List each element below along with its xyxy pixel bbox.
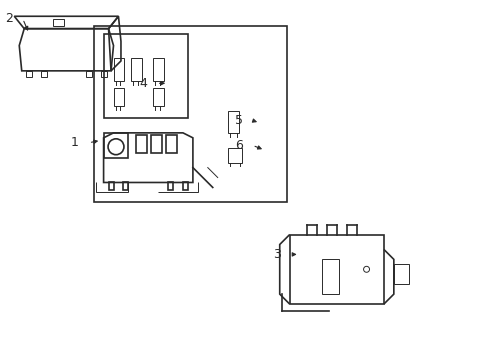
Bar bbox=[168, 183, 173, 190]
Text: 5: 5 bbox=[234, 114, 242, 127]
Bar bbox=[108, 183, 113, 190]
Bar bbox=[94, 26, 286, 202]
Text: 3: 3 bbox=[272, 248, 280, 261]
Bar bbox=[150, 135, 162, 153]
Text: 4: 4 bbox=[139, 77, 146, 90]
Bar bbox=[113, 58, 124, 81]
Bar bbox=[183, 183, 187, 190]
Bar bbox=[41, 71, 47, 77]
Bar bbox=[26, 71, 32, 77]
Bar bbox=[153, 58, 164, 81]
Bar bbox=[136, 135, 146, 153]
Bar bbox=[101, 71, 106, 77]
Bar bbox=[123, 183, 128, 190]
Bar bbox=[85, 71, 92, 77]
Text: 6: 6 bbox=[234, 139, 242, 152]
Text: 2: 2 bbox=[5, 12, 13, 25]
Bar bbox=[53, 19, 64, 26]
Bar bbox=[321, 260, 339, 294]
Bar bbox=[227, 111, 238, 133]
Bar bbox=[165, 135, 176, 153]
Bar bbox=[227, 148, 241, 163]
Bar bbox=[289, 235, 383, 304]
Bar bbox=[131, 58, 142, 81]
Bar bbox=[153, 88, 164, 105]
Bar bbox=[113, 88, 124, 105]
Text: 1: 1 bbox=[71, 136, 79, 149]
Bar bbox=[393, 264, 408, 284]
Bar bbox=[103, 33, 187, 118]
